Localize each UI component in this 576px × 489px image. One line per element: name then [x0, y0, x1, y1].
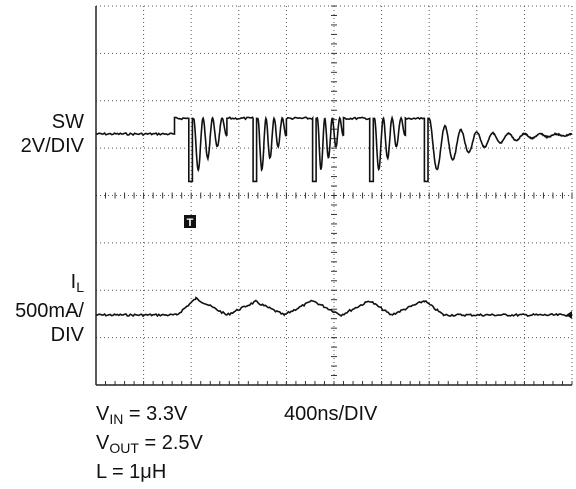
sw-name: SW	[51, 111, 84, 133]
sw-trace	[95, 114, 573, 183]
condition-inductor: L = 1μH	[96, 461, 167, 483]
plot-grid	[95, 5, 573, 386]
condition-vin: VIN = 3.3V	[96, 403, 188, 427]
il-scale-line2: DIV	[50, 324, 84, 346]
il-ground-marker	[566, 311, 572, 319]
traces	[95, 114, 573, 318]
sw-scale: 2V/DIV	[20, 135, 84, 157]
sw-channel-label: SW 2V/DIV	[0, 110, 84, 158]
il-scale-line1: 500mA/	[15, 300, 84, 322]
markers: T	[184, 215, 572, 319]
trigger-marker-label: T	[187, 217, 194, 229]
il-channel-label: IL 500mA/ DIV	[0, 270, 84, 347]
timebase-label: 400ns/DIV	[284, 403, 378, 425]
trigger-marker-box	[184, 215, 196, 228]
il-trace	[95, 296, 573, 318]
il-name: IL	[70, 271, 84, 295]
condition-vout: VOUT = 2.5V	[96, 432, 203, 456]
conditions-block: VIN = 3.3V VOUT = 2.5V L = 1μH	[96, 402, 203, 484]
